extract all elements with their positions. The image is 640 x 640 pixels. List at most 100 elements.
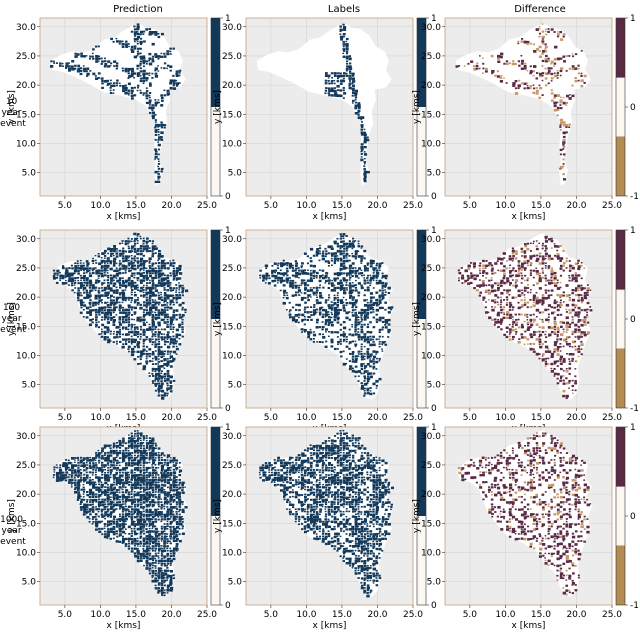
flood-cell	[529, 85, 533, 88]
flood-cell	[312, 274, 316, 277]
flood-cell	[354, 94, 357, 97]
flood-cell	[520, 55, 523, 57]
flood-cell	[167, 491, 170, 495]
flood-cell	[345, 299, 348, 301]
flood-cell	[166, 282, 170, 285]
flood-cell	[98, 506, 100, 508]
flood-cell	[378, 360, 381, 362]
flood-cell	[327, 77, 330, 79]
flood-cell	[547, 304, 552, 307]
flood-cell	[79, 274, 82, 277]
flood-cell	[127, 296, 131, 299]
flood-cell	[112, 274, 116, 278]
flood-cell	[112, 323, 116, 326]
flood-cell	[154, 289, 159, 292]
flood-cell	[163, 508, 166, 510]
flood-cell	[318, 279, 322, 283]
flood-cell	[521, 262, 525, 266]
flood-cell	[502, 316, 506, 319]
flood-cells	[455, 23, 587, 181]
flood-cell	[121, 264, 125, 268]
flood-cell	[121, 515, 125, 519]
flood-cell	[181, 520, 184, 523]
flood-cell	[56, 272, 59, 275]
flood-cell	[297, 313, 301, 316]
flood-cell	[181, 316, 184, 318]
panels: 5.0 10.0 15.0 20.0 25.0x [kms]5.010.015.020.…	[7, 14, 639, 631]
flood-cell	[548, 282, 552, 285]
catchment-area	[457, 232, 593, 400]
flood-cell	[169, 537, 172, 540]
flood-cell	[127, 515, 131, 518]
flood-cell	[142, 94, 145, 96]
flood-cell	[127, 545, 131, 548]
flood-cell	[553, 282, 558, 285]
flood-cell	[562, 379, 565, 382]
flood-cell	[559, 350, 562, 352]
flood-cell	[137, 510, 141, 514]
flood-cell	[151, 335, 154, 338]
flood-cell	[158, 304, 160, 306]
flood-cell	[65, 269, 69, 273]
flood-cell	[146, 282, 149, 285]
flood-cell	[342, 333, 346, 336]
flood-cell	[529, 272, 532, 274]
flood-cell	[92, 481, 96, 484]
flood-cell	[544, 250, 547, 252]
flood-cell	[348, 255, 351, 257]
flood-cell	[363, 136, 367, 139]
flood-cell	[151, 265, 154, 267]
flood-cell	[378, 267, 381, 269]
flood-cell	[539, 272, 542, 275]
flood-cell	[97, 291, 101, 294]
flood-cell	[106, 523, 110, 526]
flood-cell	[545, 33, 548, 36]
flood-cell	[109, 277, 114, 280]
flood-cell	[178, 503, 182, 506]
flood-cell	[553, 108, 558, 112]
flood-cell	[574, 294, 578, 297]
flood-cell	[529, 326, 532, 329]
flood-cell	[559, 355, 564, 359]
panel-r0-c1: 5.0 10.0 15.0 20.0 25.0x [kms]5.010.015.020.…	[213, 17, 423, 222]
flood-cell	[282, 274, 285, 277]
flood-cell	[369, 335, 372, 338]
flood-cell	[580, 262, 583, 264]
flood-cell	[384, 282, 388, 285]
flood-cell	[166, 565, 169, 567]
plot-frame	[39, 17, 208, 197]
flood-cell	[550, 306, 554, 309]
flood-cell	[544, 365, 547, 368]
flood-cell	[517, 294, 522, 297]
flood-cell	[339, 259, 343, 262]
flood-cell	[571, 65, 575, 68]
flood-cell	[157, 508, 160, 510]
flood-cell	[280, 281, 283, 284]
flood-cell	[532, 297, 536, 300]
flood-cell	[541, 23, 544, 25]
flood-cell	[333, 289, 337, 292]
flood-cell	[103, 523, 107, 526]
flood-cell	[110, 508, 113, 511]
flood-cell	[562, 330, 565, 333]
flood-cell	[506, 279, 510, 283]
flood-cell	[327, 299, 330, 301]
colorbar-segment	[616, 77, 625, 137]
flood-cell	[107, 528, 110, 531]
flood-cell	[157, 358, 160, 360]
flood-cell	[283, 272, 287, 275]
flood-cell	[372, 262, 375, 264]
flood-cell	[508, 328, 512, 331]
flood-cell	[82, 493, 85, 495]
flood-cell	[172, 489, 176, 492]
flood-cell	[517, 60, 521, 63]
flood-cell	[112, 84, 116, 88]
flood-cell	[473, 265, 476, 268]
flood-cell	[166, 579, 169, 581]
flood-cell	[571, 346, 574, 348]
flood-cell	[103, 333, 107, 335]
x-tick-label: 25.0	[403, 201, 423, 211]
flood-cell	[115, 481, 119, 485]
flood-cell	[166, 372, 170, 375]
flood-cell	[122, 309, 125, 312]
